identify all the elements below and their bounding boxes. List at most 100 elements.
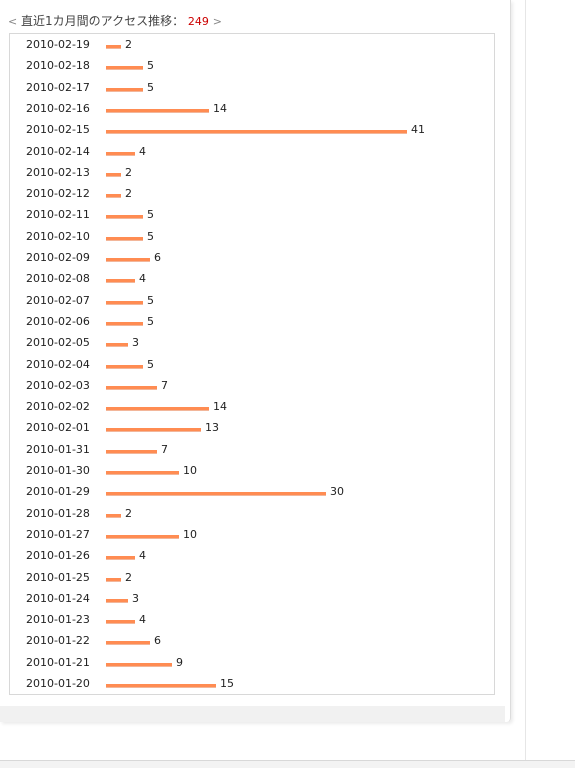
chart-row: 2010-01-24 3 — [10, 589, 494, 610]
value-label: 4 — [139, 272, 146, 286]
bar — [106, 556, 135, 561]
date-label: 2010-01-31 — [26, 442, 90, 456]
chart-row: 2010-01-25 2 — [10, 568, 494, 589]
bar — [106, 577, 121, 582]
date-label: 2010-02-17 — [26, 80, 90, 94]
value-label: 13 — [205, 421, 219, 435]
value-label: 3 — [132, 591, 139, 605]
bar — [106, 130, 407, 135]
value-label: 15 — [220, 677, 234, 690]
date-label: 2010-01-26 — [26, 549, 90, 563]
chart-row: 2010-02-06 5 — [10, 312, 494, 333]
date-label: 2010-01-21 — [26, 655, 90, 669]
chart-row: 2010-01-30 10 — [10, 461, 494, 482]
value-label: 5 — [147, 80, 154, 94]
chart-row: 2010-02-14 4 — [10, 142, 494, 163]
date-label: 2010-02-07 — [26, 293, 90, 307]
bar — [106, 492, 326, 497]
date-label: 2010-01-22 — [26, 634, 90, 648]
bar — [106, 151, 135, 156]
value-label: 10 — [183, 464, 197, 477]
date-label: 2010-02-01 — [26, 421, 90, 435]
access-bar-chart: 2010-02-19 2 2010-02-18 5 2010-02-17 5 2010-02… — [9, 33, 495, 695]
bar — [106, 641, 150, 646]
chart-row: 2010-02-13 2 — [10, 163, 494, 184]
bar — [106, 45, 121, 49]
chart-row: 2010-01-22 6 — [10, 631, 494, 652]
title-label: 直近1カ月間のアクセス推移： — [21, 14, 185, 28]
date-label: 2010-02-04 — [26, 357, 90, 371]
value-label: 14 — [213, 101, 227, 115]
chart-row: 2010-02-01 13 — [10, 418, 494, 439]
value-label: 9 — [176, 655, 183, 669]
date-label: 2010-02-15 — [26, 123, 90, 137]
value-label: 7 — [161, 442, 168, 456]
date-label: 2010-02-02 — [26, 400, 90, 414]
chart-row: 2010-02-12 2 — [10, 184, 494, 205]
date-label: 2010-02-19 — [26, 38, 90, 51]
date-label: 2010-02-08 — [26, 272, 90, 286]
chart-row: 2010-02-04 5 — [10, 355, 494, 376]
total-count: 249 — [187, 15, 209, 28]
date-label: 2010-01-27 — [26, 527, 90, 541]
bar — [106, 321, 143, 326]
date-label: 2010-02-10 — [26, 229, 90, 243]
chart-row: 2010-01-27 10 — [10, 525, 494, 546]
bar — [106, 279, 135, 284]
date-label: 2010-01-24 — [26, 591, 90, 605]
bar — [106, 236, 143, 241]
chart-row: 2010-01-31 7 — [10, 440, 494, 461]
bar — [106, 108, 209, 113]
value-label: 30 — [330, 485, 344, 499]
bar — [106, 172, 121, 177]
chart-row: 2010-02-03 7 — [10, 376, 494, 397]
value-label: 10 — [183, 527, 197, 541]
chart-row: 2010-02-10 5 — [10, 227, 494, 248]
date-label: 2010-02-13 — [26, 165, 90, 179]
bar — [106, 684, 216, 688]
title-close-bracket: > — [212, 15, 222, 28]
chart-title: < 直近1カ月間のアクセス推移： 249 > — [8, 13, 222, 30]
bottom-divider — [0, 760, 575, 761]
bar — [106, 66, 143, 71]
column-divider — [525, 0, 526, 768]
chart-row: 2010-01-23 4 — [10, 610, 494, 631]
value-label: 2 — [125, 187, 132, 201]
date-label: 2010-02-03 — [26, 378, 90, 392]
chart-row: 2010-02-07 5 — [10, 291, 494, 312]
value-label: 5 — [147, 293, 154, 307]
value-label: 2 — [125, 570, 132, 584]
date-label: 2010-01-20 — [26, 677, 90, 690]
bar — [106, 534, 179, 539]
panel-footer — [0, 706, 505, 722]
value-label: 2 — [125, 38, 132, 51]
chart-row: 2010-01-28 2 — [10, 504, 494, 525]
bar — [106, 471, 179, 475]
value-label: 2 — [125, 506, 132, 520]
bar — [106, 364, 143, 369]
value-label: 5 — [147, 357, 154, 371]
chart-row: 2010-02-19 2 — [10, 35, 494, 56]
value-label: 14 — [213, 400, 227, 414]
date-label: 2010-02-05 — [26, 336, 90, 350]
bar — [106, 449, 157, 454]
bar — [106, 513, 121, 518]
chart-row: 2010-02-11 5 — [10, 205, 494, 226]
chart-row: 2010-01-20 15 — [10, 674, 494, 695]
value-label: 5 — [147, 208, 154, 222]
bar — [106, 428, 201, 433]
chart-row: 2010-01-21 9 — [10, 653, 494, 674]
value-label: 5 — [147, 229, 154, 243]
date-label: 2010-01-28 — [26, 506, 90, 520]
date-label: 2010-01-23 — [26, 613, 90, 627]
value-label: 2 — [125, 165, 132, 179]
chart-row: 2010-02-15 41 — [10, 120, 494, 141]
bar — [106, 194, 121, 199]
value-label: 6 — [154, 634, 161, 648]
chart-row: 2010-01-26 4 — [10, 546, 494, 567]
date-label: 2010-02-11 — [26, 208, 90, 222]
bar — [106, 87, 143, 92]
value-label: 5 — [147, 59, 154, 73]
chart-row: 2010-02-02 14 — [10, 397, 494, 418]
